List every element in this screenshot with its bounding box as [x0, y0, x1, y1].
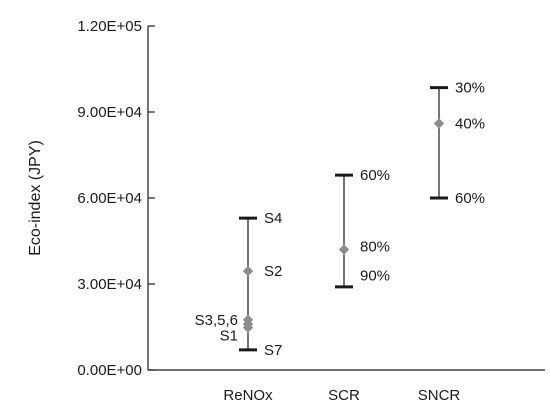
data-annotation: 80%	[360, 239, 390, 256]
data-annotation: 90%	[360, 267, 390, 284]
data-annotation: S7	[264, 342, 282, 359]
y-tick-label: 3.00E+04	[77, 276, 142, 293]
data-point-marker	[242, 322, 254, 333]
data-annotation: S3,5,6	[195, 312, 238, 329]
data-point-marker	[433, 118, 445, 129]
y-tick-label: 6.00E+04	[77, 190, 142, 207]
data-annotation: 40%	[455, 115, 485, 132]
data-annotation: S2	[264, 263, 282, 280]
y-tick-label: 0.00E+00	[77, 362, 142, 379]
data-point-marker	[338, 244, 350, 255]
y-tick-label: 9.00E+04	[77, 104, 142, 121]
data-annotation: 60%	[360, 167, 390, 184]
x-category-label: ReNOx	[223, 387, 273, 404]
data-point-marker	[242, 265, 254, 277]
plot-area: 0.00E+00 3.00E+04 6.00E+04 9.00E+04 1.20E+05…	[77, 18, 545, 404]
data-annotation: 60%	[455, 190, 485, 207]
y-axis-label: Eco-index (JPY)	[27, 140, 44, 256]
y-tick-label: 1.20E+05	[77, 18, 142, 35]
x-category-label: SCR	[328, 387, 360, 404]
data-annotation: S1	[220, 328, 238, 345]
data-annotation: S4	[264, 210, 282, 227]
data-annotation: 30%	[455, 80, 485, 97]
x-category-label: SNCR	[418, 387, 461, 404]
